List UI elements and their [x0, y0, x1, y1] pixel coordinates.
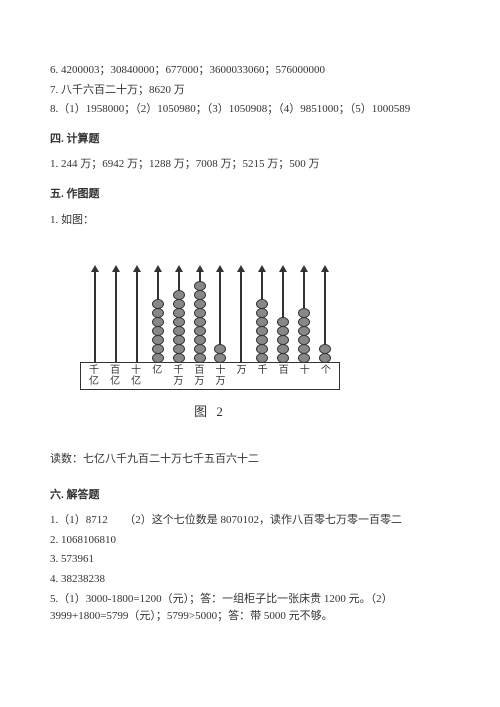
figure-caption: 图 2 — [80, 402, 340, 423]
sec5-line-1: 1. 如图： — [50, 212, 450, 230]
abacus-column-label: 亿 — [148, 365, 166, 387]
abacus-column-label: 个 — [317, 365, 335, 387]
abacus-bead — [319, 353, 331, 363]
line-item-6: 6. 4200003；30840000；677000；3600033060；57… — [50, 62, 450, 80]
abacus-column-label: 千 — [254, 365, 272, 387]
line-item-7: 7. 八千六百二十万；8620 万 — [50, 82, 450, 100]
abacus-bead — [256, 353, 268, 363]
abacus-column-label: 千万 — [169, 365, 187, 387]
sec4-line-1: 1. 244 万；6942 万；1288 万；7008 万；5215 万；500… — [50, 156, 450, 174]
abacus-figure: 千亿百亿十亿亿千万百万十万万千百十个 图 2 — [80, 247, 340, 423]
abacus-rod — [191, 272, 209, 362]
abacus-bead — [298, 353, 310, 363]
abacus-bead — [173, 353, 185, 363]
abacus-column-label: 十亿 — [127, 365, 145, 387]
sec6-line-1: 1.（1）8712 （2）这个七位数是 8070102，读作八百零七万零一百零二 — [50, 512, 450, 530]
abacus-column-label: 百亿 — [106, 365, 124, 387]
abacus-rod — [316, 272, 334, 362]
section-6-title: 六. 解答题 — [50, 487, 450, 505]
abacus-column-label: 万 — [233, 365, 251, 387]
abacus-rod — [232, 272, 250, 362]
section-5-title: 五. 作图题 — [50, 186, 450, 204]
abacus-column-label: 百万 — [190, 365, 208, 387]
abacus-rod — [211, 272, 229, 362]
sec6-line-3: 3. 573961 — [50, 551, 450, 569]
abacus-rod — [86, 272, 104, 362]
abacus-rod — [170, 272, 188, 362]
sec6-line-5: 5.（1）3000-1800=1200（元）；答：一组柜子比一张床贵 1200 … — [50, 591, 450, 626]
section-4-title: 四. 计算题 — [50, 131, 450, 149]
abacus-column-label: 百 — [275, 365, 293, 387]
sec6-line-4: 4. 38238238 — [50, 571, 450, 589]
abacus-base: 千亿百亿十亿亿千万百万十万万千百十个 — [80, 362, 340, 390]
abacus-rods — [80, 247, 340, 362]
abacus-bead — [194, 353, 206, 363]
abacus-column-label: 千亿 — [85, 365, 103, 387]
line-item-8: 8.（1）1958000；（2）1050980；（3）1050908；（4）98… — [50, 101, 450, 119]
abacus-rod — [295, 272, 313, 362]
abacus-bead — [152, 353, 164, 363]
abacus-rod — [253, 272, 271, 362]
abacus-column-label: 十 — [296, 365, 314, 387]
reading-line: 读数：七亿八千九百二十万七千五百六十二 — [50, 451, 450, 469]
abacus-rod — [128, 272, 146, 362]
abacus-bead — [277, 353, 289, 363]
abacus-rod — [107, 272, 125, 362]
abacus-bead — [214, 353, 226, 363]
abacus-column-label: 十万 — [211, 365, 229, 387]
sec6-line-2: 2. 1068106810 — [50, 532, 450, 550]
abacus-rod — [274, 272, 292, 362]
abacus-rod — [149, 272, 167, 362]
